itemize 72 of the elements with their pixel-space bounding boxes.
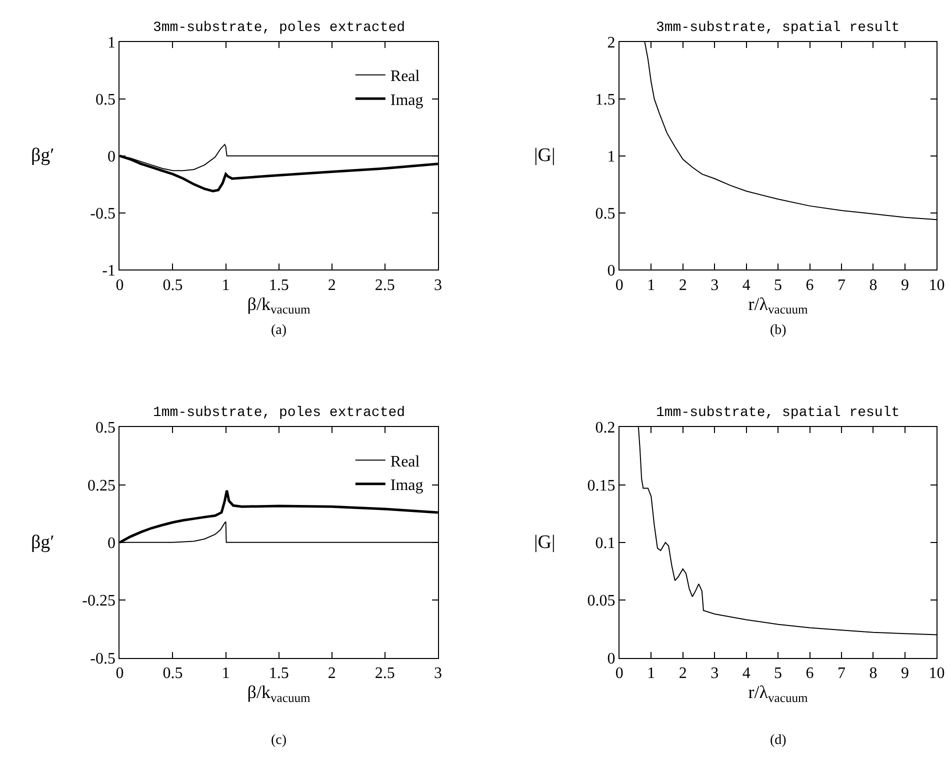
x-tick-label: 4 — [742, 276, 750, 294]
x-tick-label: 10 — [928, 276, 945, 294]
chart-title: 3mm-substrate, poles extracted — [153, 20, 406, 36]
legend-label: Real — [390, 453, 420, 470]
y-tick-label: 2 — [607, 34, 616, 52]
x-tick-label: 0.5 — [162, 665, 183, 682]
x-tick-label: 0.5 — [162, 276, 183, 294]
y-tick-label: 1 — [607, 148, 616, 166]
x-tick-label: 8 — [869, 665, 878, 682]
x-tick-label: 9 — [900, 665, 909, 682]
x-tick-label: 5 — [774, 276, 782, 294]
legend-label: Imag — [390, 477, 424, 494]
x-tick-label: 5 — [774, 665, 782, 682]
x-tick-label: 1.5 — [268, 665, 289, 682]
y-tick-label: 0.05 — [587, 592, 616, 610]
x-axis-title: β/k$_{vacuum}$ — [247, 682, 311, 705]
y-tick-label: 1.5 — [595, 92, 616, 109]
chart-title: 1mm-substrate, poles extracted — [153, 405, 406, 421]
x-tick-label: 3 — [434, 665, 442, 682]
y-tick-label: 0 — [607, 650, 616, 668]
y-tick-label: 0 — [108, 148, 116, 166]
y-tick-label: -1 — [102, 262, 116, 280]
x-tick-label: 2 — [678, 276, 687, 294]
y-tick-label: 0.25 — [88, 477, 116, 494]
x-tick-label: 3 — [710, 276, 719, 294]
text: (a) — [271, 323, 287, 338]
x-tick-label: 1.5 — [268, 276, 289, 294]
chart-title: 3mm-substrate, spatial result — [656, 20, 900, 36]
y-axis-title: βg′ — [31, 532, 54, 553]
x-axis-title: r/λ$_{vacuum}$ — [748, 682, 808, 705]
legend-label: Imag — [390, 92, 424, 109]
x-tick-label: 2 — [678, 665, 687, 682]
y-axis-title: |G| — [534, 145, 556, 166]
y-tick-label: 0.1 — [595, 535, 616, 552]
x-tick-label: 3 — [710, 665, 719, 682]
y-tick-label: 0.5 — [595, 205, 616, 222]
x-tick-label: 3 — [434, 276, 442, 294]
x-tick-label: 1 — [647, 276, 656, 294]
text: (b) — [770, 323, 787, 338]
x-tick-label: 8 — [869, 276, 878, 294]
x-tick-label: 1 — [647, 665, 656, 682]
y-tick-label: 1 — [108, 34, 116, 52]
x-tick-label: 2 — [328, 665, 336, 682]
y-tick-label: 0.5 — [96, 420, 116, 437]
x-tick-label: 4 — [742, 665, 750, 682]
y-tick-label: 0 — [108, 535, 116, 552]
x-tick-label: 2 — [328, 276, 336, 294]
x-tick-label: 6 — [806, 276, 814, 294]
x-tick-label: 2.5 — [374, 665, 395, 682]
x-axis-title: β/k$_{vacuum}$ — [247, 294, 311, 317]
y-tick-label: -0.25 — [82, 592, 116, 610]
x-tick-label: 1 — [222, 276, 230, 294]
x-tick-label: 7 — [838, 665, 846, 682]
x-tick-label: 10 — [928, 665, 945, 682]
text: (c) — [271, 733, 287, 748]
chart-title: 1mm-substrate, spatial result — [656, 405, 900, 421]
y-tick-label: 0.5 — [96, 92, 116, 109]
x-tick-label: 2.5 — [374, 276, 395, 294]
text: (d) — [770, 733, 787, 748]
x-tick-label: 1 — [222, 665, 230, 682]
x-tick-label: 9 — [900, 276, 909, 294]
y-axis-title: βg′ — [31, 145, 54, 166]
x-axis-title: r/λ$_{vacuum}$ — [748, 294, 808, 317]
y-tick-label: -0.5 — [90, 205, 116, 222]
legend-label: Real — [390, 68, 420, 86]
y-axis-title: |G| — [534, 532, 556, 553]
y-tick-label: 0 — [607, 262, 616, 280]
y-tick-label: -0.5 — [90, 650, 116, 668]
x-tick-label: 6 — [806, 665, 814, 682]
y-tick-label: 0.15 — [587, 477, 616, 494]
x-tick-label: 7 — [838, 276, 846, 294]
y-tick-label: 0.2 — [595, 420, 616, 437]
